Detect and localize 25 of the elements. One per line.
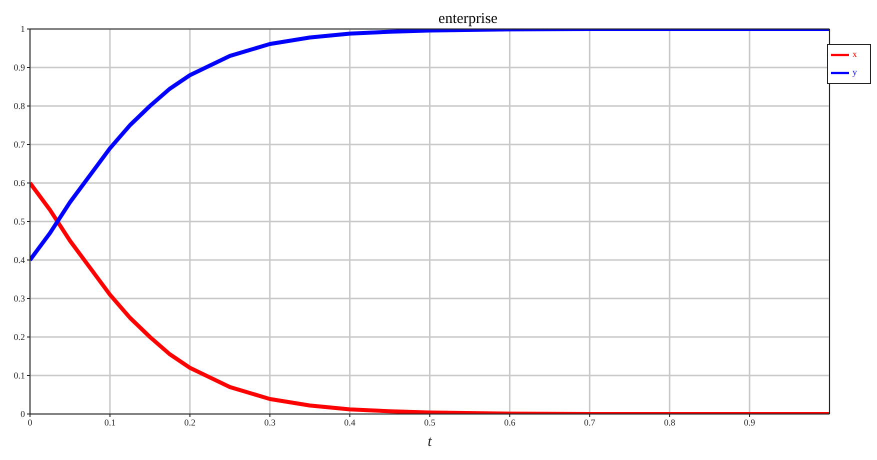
x-tick-label: 0.3 bbox=[264, 417, 276, 428]
y-tick-label: 1 bbox=[20, 24, 25, 34]
x-tick-label: 0.5 bbox=[424, 417, 436, 428]
legend-label: y bbox=[852, 67, 857, 78]
x-tick-label: 0.4 bbox=[344, 417, 356, 428]
legend-label: x bbox=[852, 49, 857, 60]
y-tick-label: 0.1 bbox=[14, 370, 25, 381]
y-tick-label: 0.9 bbox=[14, 62, 26, 73]
x-tick-label: 0.8 bbox=[664, 417, 676, 428]
y-tick-label: 0.4 bbox=[14, 255, 26, 266]
y-tick-label: 0.7 bbox=[14, 140, 26, 150]
y-tick-label: 0.5 bbox=[14, 216, 26, 227]
x-tick-label: 0.1 bbox=[104, 417, 116, 428]
x-axis-title: t bbox=[428, 434, 433, 450]
y-tick-label: 0.2 bbox=[14, 332, 25, 342]
y-tick-label: 0 bbox=[20, 409, 26, 420]
x-tick-label: 0.7 bbox=[584, 417, 596, 428]
y-tick-label: 0.3 bbox=[14, 294, 26, 304]
x-tick-label: 0 bbox=[28, 417, 33, 428]
y-tick-label: 0.6 bbox=[14, 178, 26, 188]
chart-title: enterprise bbox=[438, 11, 498, 27]
x-tick-label: 0.6 bbox=[504, 417, 516, 428]
x-tick-label: 0.2 bbox=[184, 417, 196, 428]
x-tick-label: 0.9 bbox=[744, 417, 756, 428]
y-tick-label: 0.8 bbox=[14, 101, 26, 112]
